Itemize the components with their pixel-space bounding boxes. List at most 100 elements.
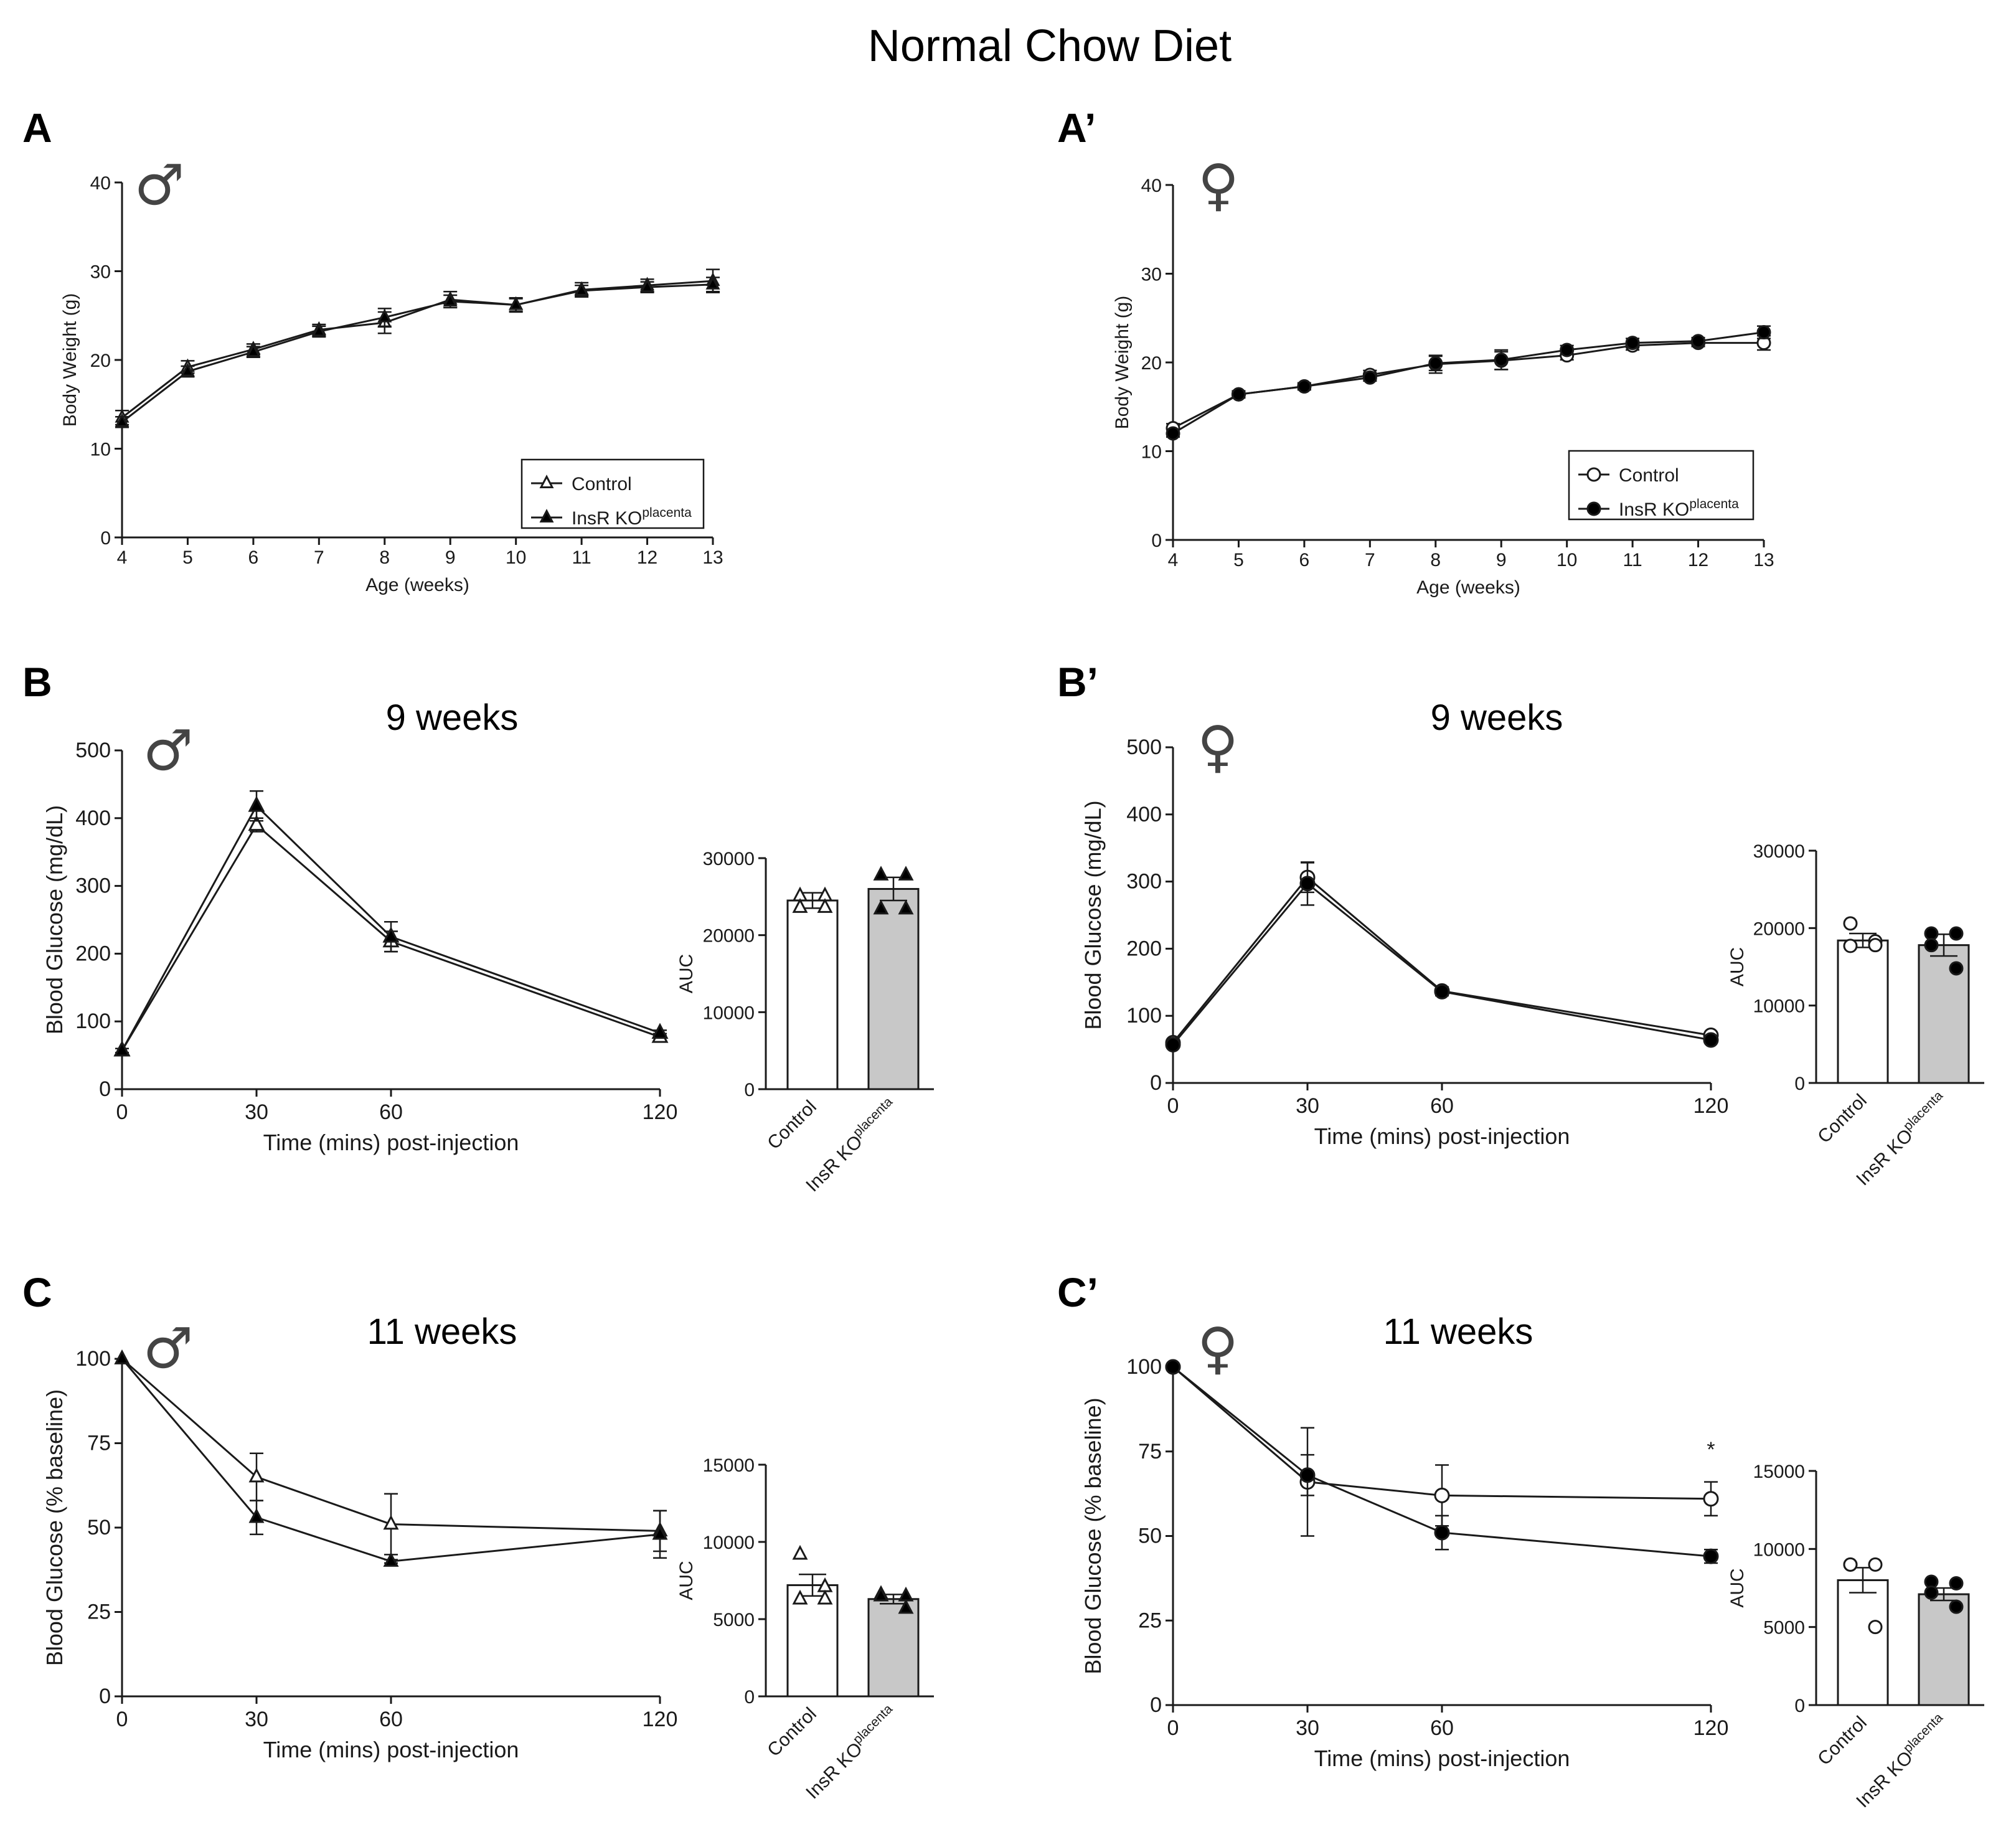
panel-title: 9 weeks (1431, 697, 1563, 738)
y-tick-label: 0 (1794, 1696, 1805, 1716)
y-tick-label: 0 (744, 1687, 755, 1708)
bar-1 (1918, 1593, 1970, 1706)
x-tick-label: 7 (314, 547, 324, 568)
panel-letter: B (22, 659, 52, 705)
y-tick-label: 500 (75, 739, 111, 762)
data-point-1 (180, 362, 195, 377)
panel-letter: B’ (1057, 659, 1098, 705)
bar-1 (867, 887, 920, 1090)
data-point-0 (248, 815, 265, 831)
data-point-0 (1434, 1487, 1450, 1503)
y-tick-label: 25 (1138, 1609, 1162, 1632)
x-tick-label: 7 (1365, 550, 1375, 570)
x-tick-label: 12 (637, 547, 657, 568)
y-tick-label: 25 (87, 1600, 111, 1624)
legend-label-1: InsR KOplacenta (572, 506, 692, 529)
data-point-1 (1299, 876, 1316, 892)
x-tick-label: 30 (245, 1100, 268, 1124)
x-tick-label: 30 (1296, 1716, 1319, 1740)
bar-point-1 (1949, 961, 1964, 976)
y-tick-label: 100 (75, 1347, 111, 1371)
x-tick-label: 0 (1167, 1716, 1179, 1740)
y-axis-label: Blood Glucose (% baseline) (1080, 1397, 1106, 1674)
bar-point-1 (1949, 1576, 1964, 1590)
legend-marker-1 (539, 509, 554, 522)
y-tick-label: 15000 (1753, 1462, 1805, 1482)
data-point-1 (1625, 336, 1640, 351)
panel-letter: A’ (1057, 105, 1096, 151)
sex-symbol-icon: ♂ (143, 718, 194, 783)
data-point-1 (1756, 325, 1771, 340)
significance-marker: * (1707, 1438, 1715, 1462)
data-point-1 (246, 343, 261, 357)
y-axis-label: Blood Glucose (mg/dL) (1080, 800, 1106, 1029)
data-point-1 (114, 1349, 130, 1364)
bar-point-0 (817, 898, 833, 913)
y-tick-label: 10000 (1753, 1539, 1805, 1560)
data-point-1 (651, 1023, 669, 1039)
bar-point-1 (873, 899, 889, 915)
data-point-1 (574, 282, 589, 296)
series-line-1 (1172, 331, 1764, 435)
data-point-1 (1428, 356, 1443, 371)
data-point-1 (1362, 370, 1377, 385)
y-tick-label: 5000 (1763, 1618, 1805, 1638)
bar-point-0 (792, 1589, 808, 1605)
legend-label-1: InsR KOplacenta (1619, 497, 1739, 520)
panel-letter: C (22, 1269, 52, 1315)
chart-C: 0 25 50 75 100 0 30 60 120 Time (mins) post-injec… (22, 1269, 677, 1762)
x-tick-label: 120 (643, 1100, 678, 1124)
y-tick-label: 300 (1126, 870, 1162, 894)
y-tick-label: 0 (1150, 1071, 1162, 1095)
data-point-0 (383, 1515, 399, 1530)
figure-title: Normal Chow Diet (868, 21, 1232, 71)
y-tick-label: 200 (1126, 937, 1162, 960)
bar-point-1 (1924, 938, 1939, 953)
sex-symbol-icon: ♀ (1198, 153, 1239, 218)
category-label-0: Control (1814, 1713, 1871, 1770)
series-line-0 (121, 280, 714, 418)
x-tick-label: 0 (1167, 1094, 1179, 1118)
data-point-1 (652, 1524, 668, 1540)
panel-title: 9 weeks (386, 697, 519, 738)
x-axis-label: Time (mins) post-injection (1314, 1123, 1570, 1149)
x-tick-label: 30 (1296, 1094, 1319, 1118)
data-point-1 (1166, 426, 1180, 441)
y-tick-label: 100 (1126, 1355, 1162, 1379)
data-point-1 (509, 296, 524, 310)
bar-point-1 (873, 1586, 889, 1602)
data-point-1 (383, 1552, 399, 1567)
y-tick-label: 40 (90, 173, 111, 194)
y-axis-label: AUC (676, 954, 697, 993)
data-point-1 (1297, 379, 1312, 394)
y-tick-label: 10000 (703, 1003, 755, 1023)
y-tick-label: 50 (87, 1516, 111, 1539)
x-axis-label: Time (mins) post-injection (263, 1130, 519, 1155)
y-tick-label: 400 (75, 806, 111, 830)
x-tick-label: 60 (1430, 1716, 1454, 1740)
y-axis-label: AUC (676, 1561, 697, 1600)
y-tick-label: 100 (1126, 1004, 1162, 1028)
category-label-0: Control (763, 1097, 821, 1154)
y-tick-label: 0 (744, 1080, 755, 1100)
y-tick-label: 200 (75, 942, 111, 965)
series-line-1 (121, 804, 661, 1051)
x-tick-label: 11 (572, 547, 591, 568)
x-tick-label: 60 (1430, 1094, 1454, 1118)
y-tick-label: 30 (90, 262, 111, 283)
y-tick-label: 400 (1126, 803, 1162, 826)
series-line-0 (121, 823, 661, 1051)
panel-title: 11 weeks (1383, 1311, 1533, 1352)
data-point-1 (115, 413, 130, 427)
y-tick-label: 0 (99, 1685, 111, 1708)
legend-marker-0 (539, 475, 554, 488)
x-axis-label: Age (weeks) (365, 575, 469, 595)
y-tick-label: 20000 (1753, 919, 1805, 939)
data-point-1 (1703, 1548, 1719, 1564)
data-point-1 (1560, 343, 1575, 357)
y-tick-label: 0 (1794, 1074, 1805, 1094)
data-point-1 (1691, 334, 1706, 349)
y-tick-label: 15000 (703, 1455, 755, 1476)
